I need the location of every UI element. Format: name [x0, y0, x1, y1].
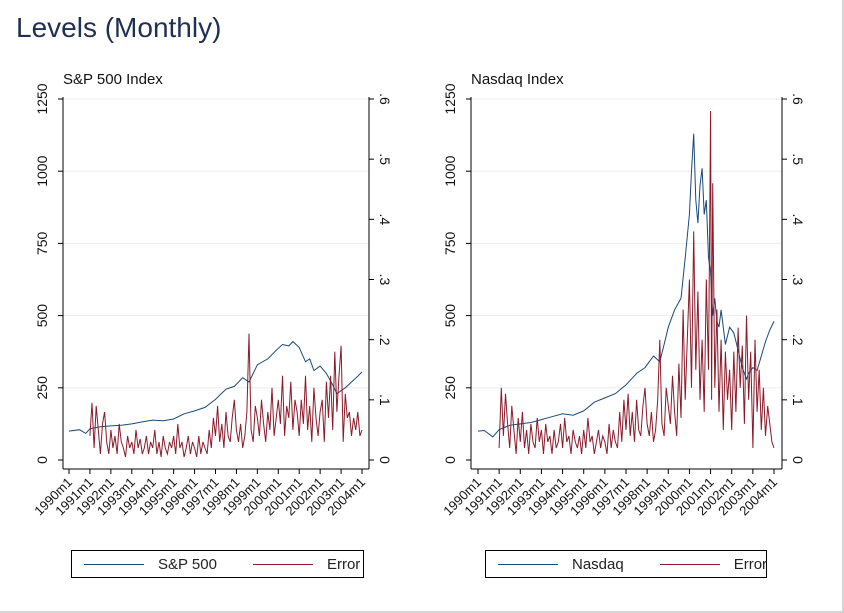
ytick-label-left-sp500-5: 1250: [34, 83, 50, 114]
legend-right: Nasdaq Error: [485, 550, 767, 578]
ytick-label-left-nasdaq-1: 250: [442, 376, 458, 400]
ytick-label-right-sp500-0: 0: [377, 456, 393, 464]
chart-panel-nasdaq: Nasdaq Index 0 250 500 750 1000 1250 0 .1 .2 .3 .4.…: [440, 71, 806, 518]
legend-key-nasdaq: Nasdaq: [498, 556, 624, 573]
legend-key-error-left: Error: [252, 555, 361, 573]
ytick-label-left-sp500-1: 250: [34, 376, 50, 400]
ytick-label-right-nasdaq-0: 0: [790, 456, 806, 464]
series-line-sp500-s-p-500: [68, 340, 363, 435]
ytick-label-left-nasdaq-5: 1250: [442, 83, 458, 114]
ytick-label-left-sp500-2: 500: [34, 304, 50, 328]
window-edge-bottom: [0, 611, 844, 613]
legend-swatch-error-right: [659, 563, 720, 565]
ytick-label-right-nasdaq-5: .5: [790, 153, 806, 165]
series-line-sp500-error: [89, 333, 363, 458]
ytick-label-right-nasdaq-4: .4: [790, 213, 806, 225]
ytick-label-left-nasdaq-4: 1000: [442, 155, 458, 186]
ytick-label-right-sp500-2: .2: [377, 334, 393, 346]
legend-label-error-right: Error: [733, 555, 768, 573]
ytick-label-right-sp500-1: .1: [377, 394, 393, 406]
ytick-label-right-nasdaq-6: .6: [790, 93, 806, 105]
ytick-label-left-nasdaq-3: 750: [442, 232, 458, 256]
ytick-label-right-sp500-5: .5: [377, 153, 393, 165]
legend-swatch-sp500: [84, 563, 144, 565]
ytick-label-right-sp500-6: .6: [377, 93, 393, 105]
ytick-label-left-nasdaq-0: 0: [442, 456, 458, 464]
legend-label-error-left: Error: [326, 555, 361, 573]
series-line-nasdaq-nasdaq: [477, 133, 775, 438]
legend-label-sp500: S&P 500: [158, 555, 217, 573]
legend-swatch-nasdaq: [498, 563, 558, 565]
chart-title-nasdaq: Nasdaq Index: [471, 71, 564, 88]
window-edge-right: [842, 0, 844, 613]
chart-title-sp500: S&P 500 Index: [63, 71, 163, 88]
page-title: Levels (Monthly): [16, 12, 222, 43]
ytick-label-right-sp500-4: .4: [377, 213, 393, 225]
ytick-label-right-nasdaq-1: .1: [790, 394, 806, 406]
ytick-label-left-nasdaq-2: 500: [442, 304, 458, 328]
series-line-nasdaq-error: [498, 110, 775, 455]
ytick-label-left-sp500-0: 0: [34, 456, 50, 464]
ytick-label-right-nasdaq-3: .3: [790, 274, 806, 286]
legend-swatch-error-left: [252, 563, 313, 565]
legend-key-sp500: S&P 500: [84, 556, 217, 573]
ytick-label-right-sp500-3: .3: [377, 274, 393, 286]
chart-panel-sp500: S&P 500 Index 0 250 500 750 1000 1250 0 .1 .2 .3 .4…: [31, 71, 393, 518]
legend-label-nasdaq: Nasdaq: [572, 555, 624, 573]
ytick-label-left-sp500-3: 750: [34, 232, 50, 256]
ytick-label-left-sp500-4: 1000: [34, 155, 50, 186]
legend-key-error-right: Error: [659, 555, 768, 573]
legend-left: S&P 500 Error: [71, 550, 364, 578]
ytick-label-right-nasdaq-2: .2: [790, 334, 806, 346]
